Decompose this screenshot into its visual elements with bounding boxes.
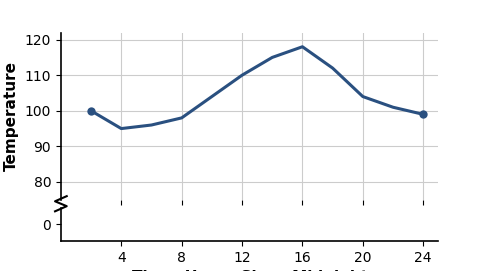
X-axis label: Time, Hours Since Midnight: Time, Hours Since Midnight xyxy=(131,270,368,271)
Y-axis label: Temperature: Temperature xyxy=(4,61,19,171)
